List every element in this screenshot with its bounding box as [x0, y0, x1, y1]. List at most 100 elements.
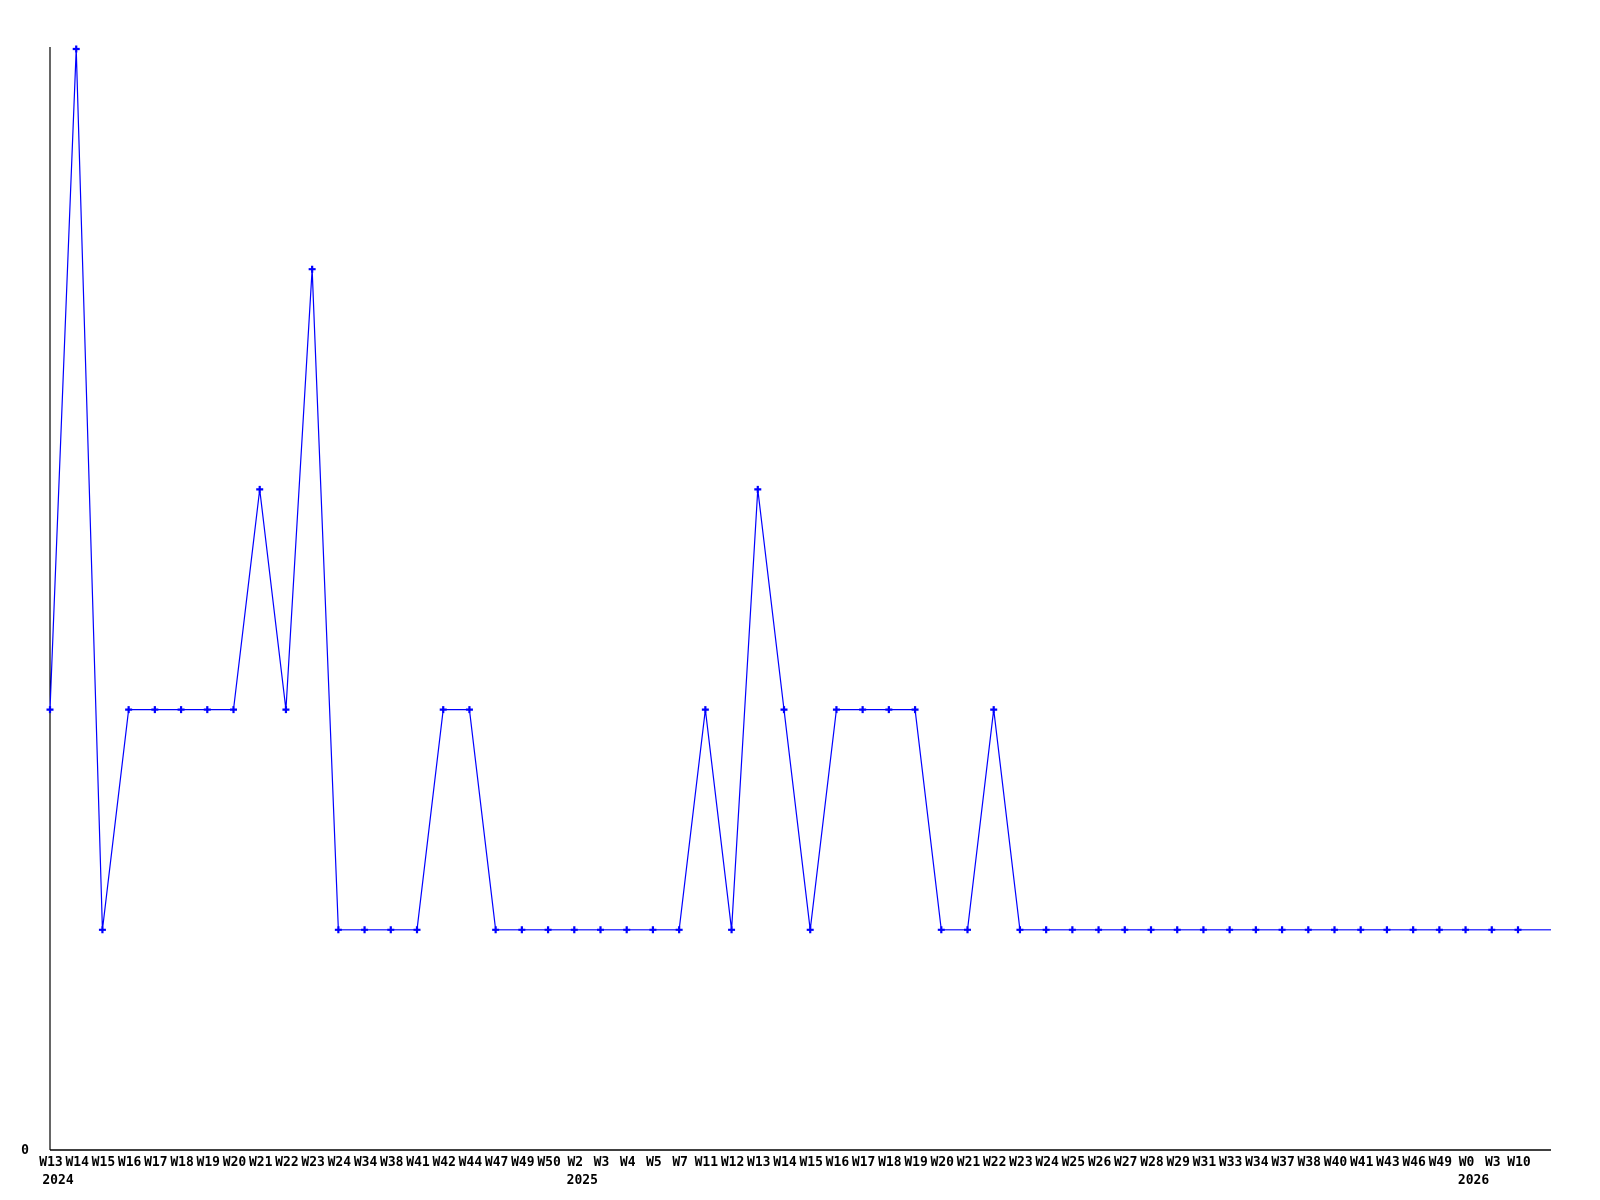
- data-point-marker: [439, 706, 447, 714]
- x-tick-label: W38: [380, 1155, 404, 1170]
- data-point-marker: [675, 926, 683, 934]
- data-point-marker: [492, 926, 500, 934]
- x-tick-label: W13: [747, 1155, 770, 1170]
- x-tick-label: W2: [567, 1155, 583, 1170]
- x-tick-label: W17: [144, 1155, 167, 1170]
- x-tick-label: W7: [672, 1155, 688, 1170]
- x-tick-label: W16: [826, 1155, 850, 1170]
- data-point-marker: [151, 706, 159, 714]
- x-tick-label: W3: [1485, 1155, 1501, 1170]
- data-point-marker: [1042, 926, 1050, 934]
- x-tick-label: W11: [695, 1155, 719, 1170]
- x-tick-label: W47: [485, 1155, 508, 1170]
- x-tick-label: W3: [594, 1155, 610, 1170]
- data-point-marker: [806, 926, 814, 934]
- x-tick-label: W17: [852, 1155, 875, 1170]
- x-tick-label: W44: [459, 1155, 483, 1170]
- x-tick-label: W50: [537, 1155, 561, 1170]
- data-point-marker: [1147, 926, 1155, 934]
- data-point-marker: [72, 45, 80, 53]
- data-point-marker: [701, 706, 709, 714]
- x-tick-label: W13: [39, 1155, 62, 1170]
- data-point-marker: [413, 926, 421, 934]
- data-point-marker: [230, 706, 237, 714]
- x-tick-label: W26: [1088, 1155, 1112, 1170]
- x-tick-label: W20: [223, 1155, 247, 1170]
- data-point-marker: [256, 485, 264, 493]
- data-point-marker: [1331, 926, 1338, 934]
- data-point-marker: [46, 706, 54, 714]
- x-tick-label: W4: [620, 1155, 636, 1170]
- data-point-marker: [859, 706, 867, 714]
- x-tick-label: W23: [301, 1155, 324, 1170]
- x-tick-label: W24: [1035, 1155, 1059, 1170]
- data-point-marker: [649, 926, 657, 934]
- x-tick-label: W18: [170, 1155, 194, 1170]
- x-tick-label: W22: [275, 1155, 298, 1170]
- data-point-marker: [885, 706, 893, 714]
- x-tick-label: W23: [1009, 1155, 1032, 1170]
- x-tick-label: W16: [118, 1155, 142, 1170]
- data-point-marker: [728, 926, 736, 934]
- x-tick-label: W24: [328, 1155, 352, 1170]
- data-point-marker: [1383, 926, 1391, 934]
- data-point-marker: [780, 706, 788, 714]
- x-tick-label: W31: [1193, 1155, 1217, 1170]
- data-point-marker: [1252, 926, 1260, 934]
- data-point-marker: [1409, 926, 1417, 934]
- x-tick-label: W19: [904, 1155, 927, 1170]
- data-point-marker: [1278, 926, 1286, 934]
- data-point-marker: [1462, 926, 1470, 934]
- x-tick-label: W18: [878, 1155, 902, 1170]
- x-tick-label: W34: [354, 1155, 378, 1170]
- data-point-marker: [832, 706, 840, 714]
- data-point-marker: [465, 706, 473, 714]
- x-tick-label: W21: [249, 1155, 273, 1170]
- x-tick-label: W41: [406, 1155, 430, 1170]
- data-point-marker: [911, 706, 919, 714]
- year-label: 2025: [567, 1173, 598, 1188]
- data-point-marker: [1488, 926, 1496, 934]
- data-point-marker: [308, 265, 316, 273]
- x-tick-label: W49: [511, 1155, 534, 1170]
- data-point-marker: [1121, 926, 1129, 934]
- year-label: 2024: [42, 1173, 73, 1188]
- x-tick-label: W28: [1140, 1155, 1164, 1170]
- data-point-marker: [1016, 926, 1024, 934]
- x-tick-label: W38: [1298, 1155, 1322, 1170]
- x-tick-label: W25: [1062, 1155, 1085, 1170]
- x-tick-label: W12: [721, 1155, 744, 1170]
- data-point-marker: [98, 926, 106, 934]
- x-tick-label: W22: [983, 1155, 1006, 1170]
- x-tick-label: W40: [1324, 1155, 1348, 1170]
- data-point-marker: [1068, 926, 1076, 934]
- data-point-marker: [1514, 926, 1522, 934]
- x-tick-label: W5: [646, 1155, 662, 1170]
- data-point-marker: [937, 926, 945, 934]
- data-point-marker: [1435, 926, 1443, 934]
- x-tick-label: W37: [1271, 1155, 1294, 1170]
- data-point-marker: [203, 706, 211, 714]
- data-line: [49, 48, 1552, 931]
- x-tick-label: W29: [1166, 1155, 1189, 1170]
- x-tick-label: W33: [1219, 1155, 1242, 1170]
- x-tick-label: W10: [1507, 1155, 1531, 1170]
- data-point-marker: [754, 485, 762, 493]
- data-point-marker: [177, 706, 185, 714]
- data-point-marker: [623, 926, 631, 934]
- x-tick-label: W49: [1429, 1155, 1452, 1170]
- data-point-marker: [387, 926, 395, 934]
- data-point-marker: [1173, 926, 1181, 934]
- data-point-marker: [597, 926, 604, 934]
- data-point-marker: [1357, 926, 1365, 934]
- data-point-marker: [334, 926, 342, 934]
- y-axis-zero-label: 0: [21, 1143, 29, 1158]
- x-tick-label: W0: [1459, 1155, 1475, 1170]
- x-tick-label: W20: [931, 1155, 955, 1170]
- data-point-marker: [361, 926, 369, 934]
- data-point-marker: [1095, 926, 1103, 934]
- data-point-marker: [282, 706, 290, 714]
- x-tick-label: W19: [197, 1155, 220, 1170]
